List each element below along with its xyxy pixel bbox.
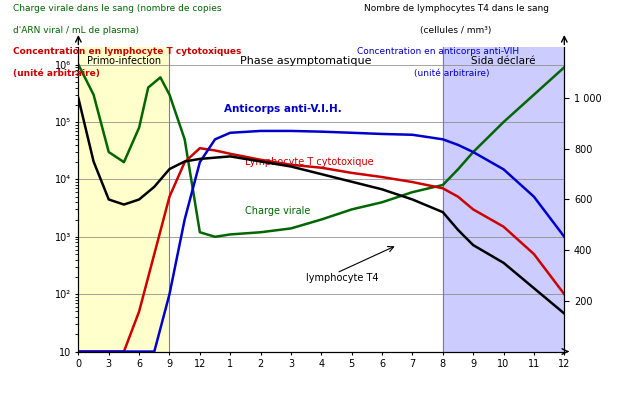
Text: Concentration en lymphocyte T cytotoxiques: Concentration en lymphocyte T cytotoxiqu…	[13, 47, 241, 56]
Bar	[169, 47, 443, 352]
Text: (unité arbitraire): (unité arbitraire)	[13, 69, 100, 78]
Text: Charge virale dans le sang (nombre de copies: Charge virale dans le sang (nombre de co…	[13, 4, 221, 13]
Text: Concentration en anticorps anti-VIH: Concentration en anticorps anti-VIH	[357, 47, 520, 56]
Text: lymphocyte T4: lymphocyte T4	[306, 273, 379, 282]
Text: (cellules / mm³): (cellules / mm³)	[420, 26, 492, 35]
Text: d'ARN viral / mL de plasma): d'ARN viral / mL de plasma)	[13, 26, 139, 35]
Text: Charge virale: Charge virale	[245, 206, 311, 216]
Text: (unité arbitraire): (unité arbitraire)	[414, 69, 489, 78]
Text: Sida déclaré: Sida déclaré	[472, 56, 536, 66]
Bar	[443, 47, 564, 352]
Bar	[78, 47, 169, 352]
Text: Anticorps anti-V.I.H.: Anticorps anti-V.I.H.	[224, 104, 342, 114]
Text: Phase asymptomatique: Phase asymptomatique	[240, 56, 372, 66]
Text: Primo-infection: Primo-infection	[87, 56, 161, 66]
Text: Nombre de lymphocytes T4 dans le sang: Nombre de lymphocytes T4 dans le sang	[364, 4, 549, 13]
Text: Lymphocyte T cytotoxique: Lymphocyte T cytotoxique	[245, 157, 374, 167]
